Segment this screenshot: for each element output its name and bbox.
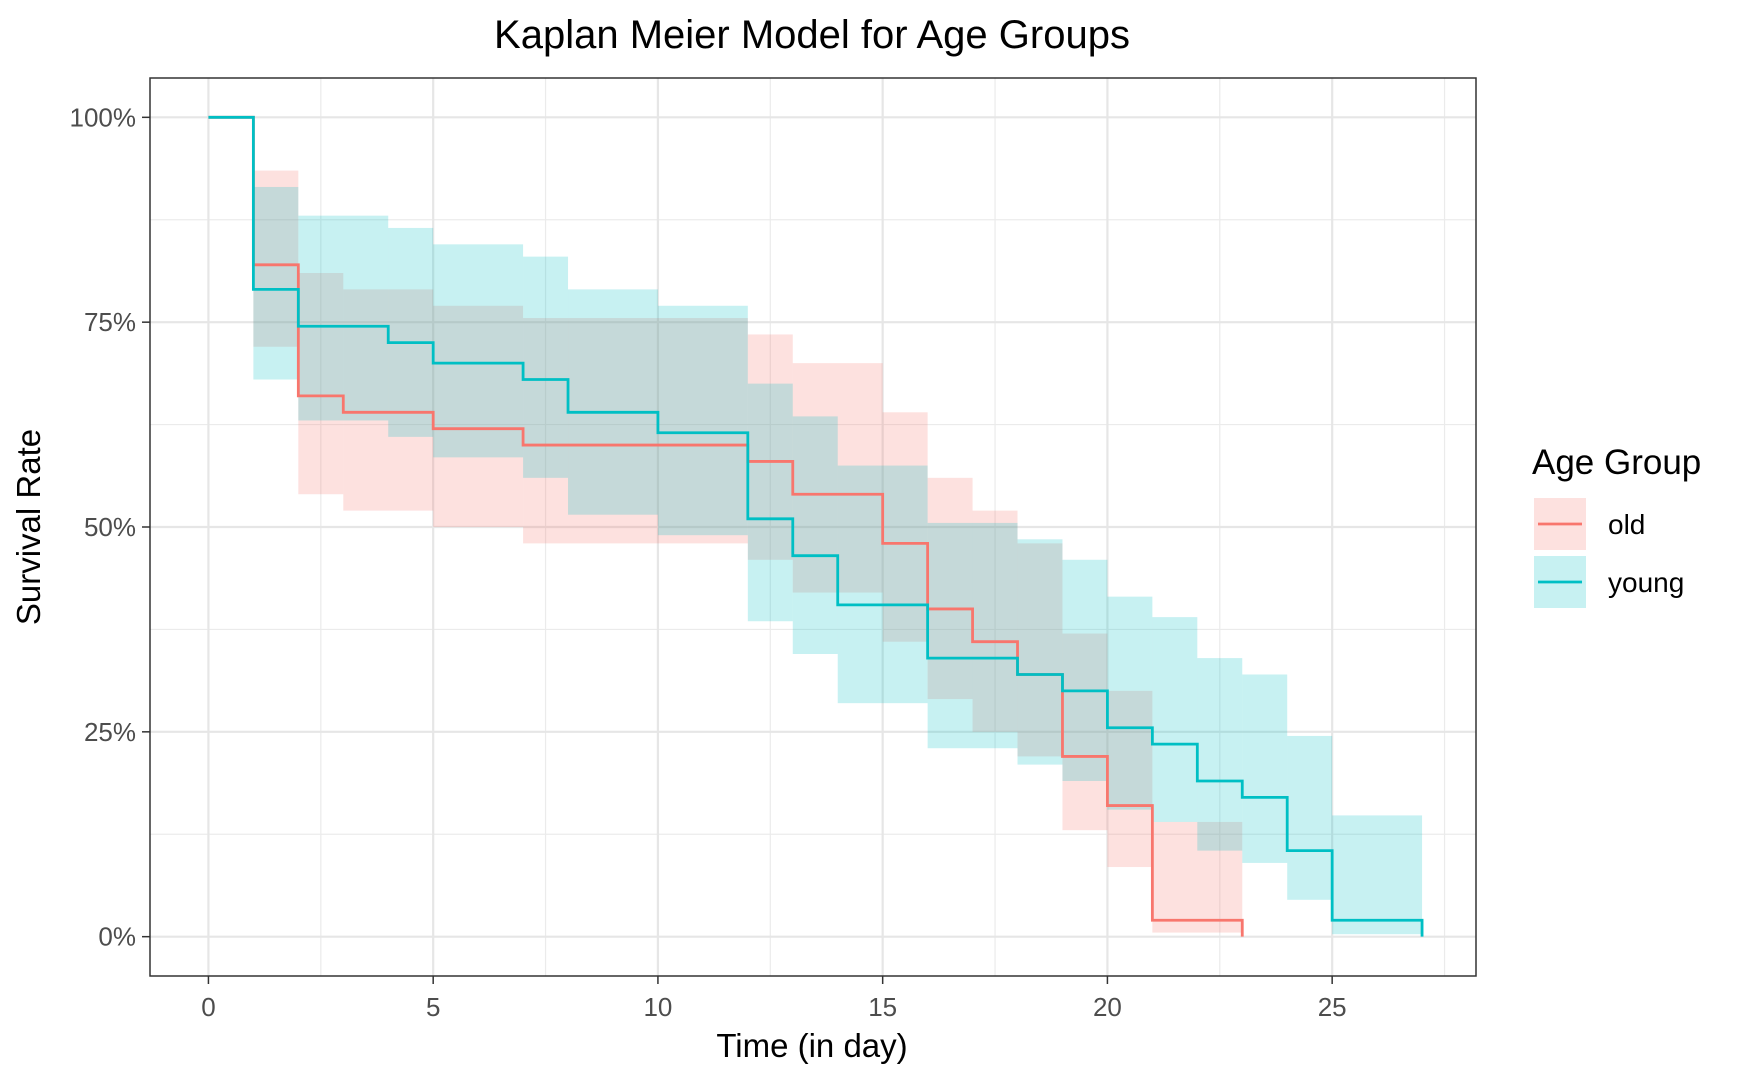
confidence-band-old (747, 334, 793, 560)
confidence-band-young (1197, 658, 1243, 851)
confidence-band-young (1332, 815, 1423, 935)
confidence-band-old (1107, 690, 1153, 868)
confidence-band-young (1107, 596, 1153, 810)
confidence-band-young (1287, 735, 1333, 900)
y-tick-label: 50% (84, 512, 136, 542)
legend-items: old young (1534, 498, 1684, 608)
x-tick-label: 15 (868, 992, 897, 1022)
confidence-band-young (298, 215, 389, 421)
confidence-band-young (792, 416, 838, 654)
confidence-band-young (1152, 617, 1198, 822)
x-axis-ticks: 0 5 10 15 20 25 (201, 976, 1347, 1022)
x-axis-label: Time (in day) (716, 1027, 907, 1064)
confidence-bands (253, 170, 1423, 935)
x-tick-label: 25 (1318, 992, 1347, 1022)
confidence-band-young (568, 289, 658, 515)
confidence-band-young (433, 244, 524, 458)
confidence-band-young (657, 305, 748, 536)
confidence-band-young (388, 227, 434, 437)
x-tick-label: 20 (1093, 992, 1122, 1022)
confidence-band-old (1062, 633, 1108, 831)
survival-line-young (208, 115, 1424, 937)
confidence-band-young (1062, 559, 1108, 781)
confidence-band-old (1017, 543, 1063, 757)
confidence-band-old (927, 477, 973, 700)
confidence-band-old (523, 318, 748, 544)
confidence-band-young (253, 186, 299, 380)
x-tick-label: 10 (643, 992, 672, 1022)
y-tick-label: 25% (84, 717, 136, 747)
legend-title: Age Group (1532, 443, 1701, 482)
y-tick-label: 100% (70, 102, 137, 132)
y-axis-label: Survival Rate (10, 429, 47, 625)
minor-gridlines (150, 78, 1476, 976)
survival-curves (208, 115, 1424, 937)
survival-line-old (208, 115, 1244, 937)
legend: Age Group old young (1532, 443, 1701, 608)
y-tick-label: 0% (98, 922, 136, 952)
legend-label-old: old (1608, 509, 1645, 540)
confidence-band-old (433, 305, 524, 527)
confidence-band-young (523, 256, 569, 478)
confidence-band-young (1242, 674, 1288, 863)
y-tick-label: 75% (84, 307, 136, 337)
x-tick-label: 0 (201, 992, 215, 1022)
legend-label-young: young (1608, 567, 1684, 598)
confidence-band-young (747, 383, 793, 622)
x-tick-label: 5 (426, 992, 440, 1022)
confidence-band-old (972, 510, 1018, 732)
confidence-band-old (1152, 821, 1243, 933)
confidence-band-old (253, 170, 299, 347)
confidence-band-old (298, 273, 344, 495)
major-gridlines (150, 78, 1476, 976)
y-axis-ticks: 0% 25% 50% 75% 100% (70, 102, 150, 952)
confidence-band-young (1017, 539, 1063, 765)
chart-title: Kaplan Meier Model for Age Groups (494, 13, 1130, 57)
